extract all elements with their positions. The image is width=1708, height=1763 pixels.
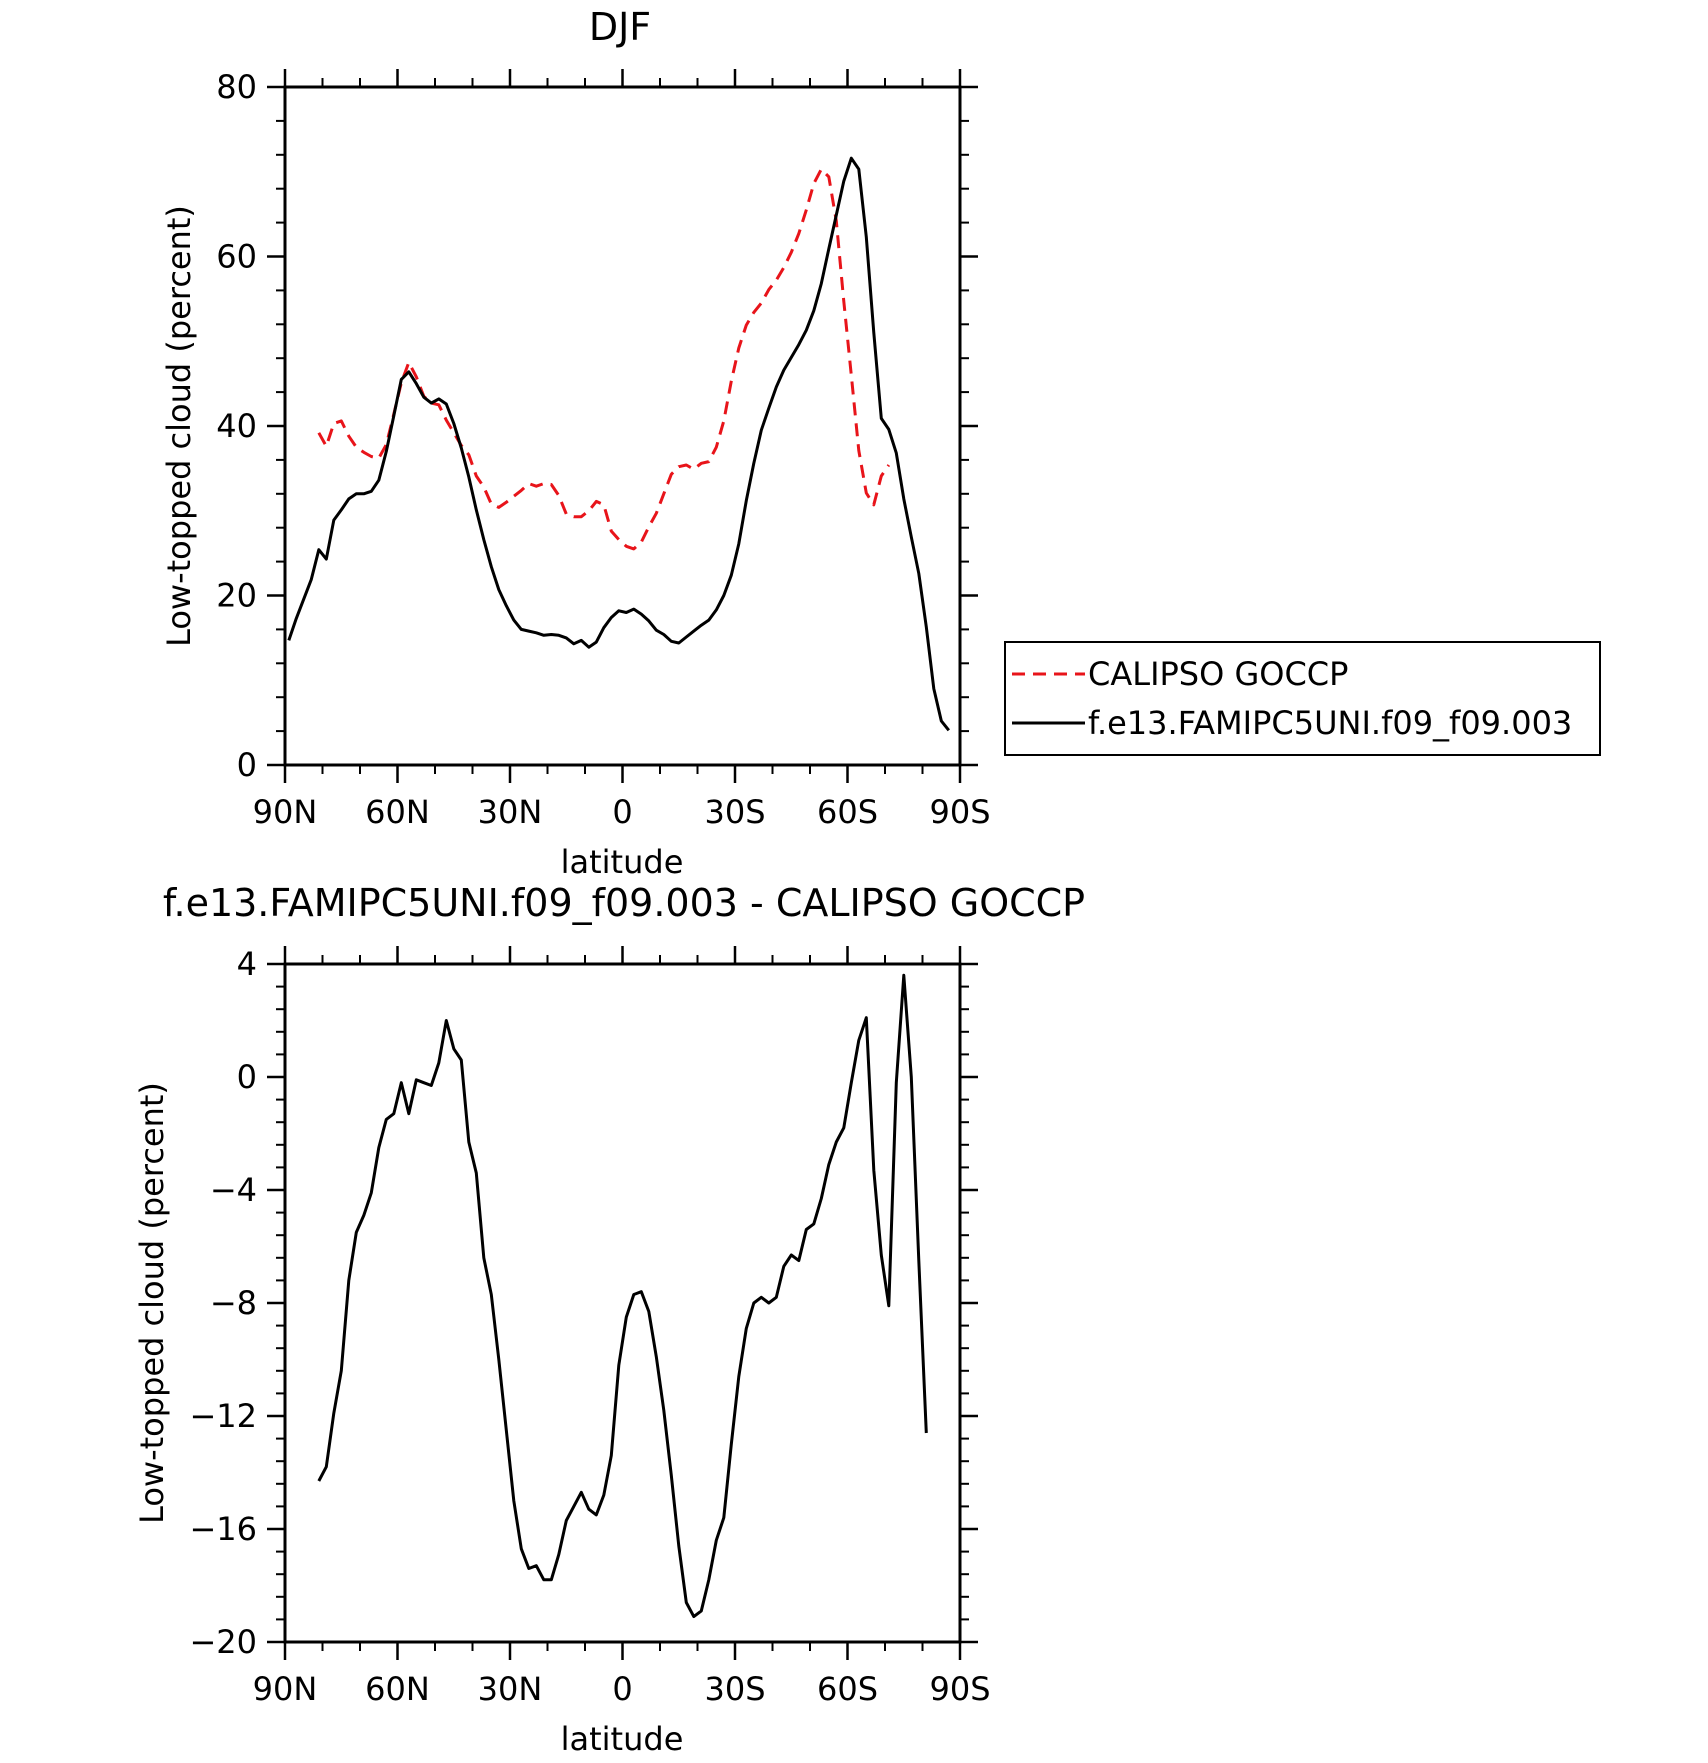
y-tick-label: 4 [237,945,257,983]
x-tick-label: 60N [365,1670,430,1708]
x-tick-label: 30N [478,1670,543,1708]
top-panel: DJF 0 20 40 60 80 90N 60N 30N 0 30S 60S 90S latitu… [160,5,1601,881]
bottom-plot-frame [283,962,962,1644]
series-line-f-e13-famipc5uni-f09-f09-003 [287,156,950,732]
bottom-panel: f.e13.FAMIPC5UNI.f09_f09.003 - CALIPSO G… [133,881,1085,1758]
x-tick-label: 0 [612,1670,632,1708]
top-y-tick-labels: 0 20 40 60 80 [216,68,257,784]
y-tick-label: −12 [189,1397,257,1435]
bottom-y-tick-labels: −20 −16 −12 −8 −4 0 4 [189,945,257,1661]
x-tick-label: 90N [253,793,318,831]
bottom-x-tick-labels: 90N 60N 30N 0 30S 60S 90S [253,1670,991,1708]
bottom-axis-ticks [267,946,978,1660]
legend-label-calipso: CALIPSO GOCCP [1088,655,1348,693]
y-tick-label: 60 [216,238,257,276]
legend: CALIPSO GOCCP f.e13.FAMIPC5UNI.f09_f09.0… [1004,641,1601,756]
top-y-axis-label: Low-topped cloud (percent) [160,205,198,647]
y-tick-label: −16 [189,1510,257,1548]
x-tick-label: 60S [817,1670,878,1708]
top-axis-ticks [267,69,978,783]
series-line-calipso-goccp [317,167,891,551]
bottom-series-group [317,973,928,1619]
x-tick-label: 0 [612,793,632,831]
x-tick-label: 90S [929,793,990,831]
top-chart-title: DJF [589,5,651,49]
bottom-y-axis-label: Low-topped cloud (percent) [133,1082,171,1524]
x-tick-label: 90N [253,1670,318,1708]
y-tick-label: −20 [189,1623,257,1661]
x-tick-label: 60S [817,793,878,831]
x-tick-label: 30N [478,793,543,831]
y-tick-label: 40 [216,407,257,445]
bottom-chart-title: f.e13.FAMIPC5UNI.f09_f09.003 - CALIPSO G… [163,881,1085,925]
y-tick-label: 20 [216,577,257,615]
legend-label-model: f.e13.FAMIPC5UNI.f09_f09.003 [1088,704,1572,742]
x-tick-label: 90S [929,1670,990,1708]
legend-box [1004,641,1601,756]
y-tick-label: −4 [210,1171,257,1209]
top-x-axis-label: latitude [561,843,684,881]
top-series-group [287,156,950,732]
top-plot-frame [283,85,962,767]
series-line-diff-0 [317,973,928,1619]
y-tick-label: 0 [237,1058,257,1096]
y-tick-label: −8 [210,1284,257,1322]
x-tick-label: 60N [365,793,430,831]
y-tick-label: 80 [216,68,257,106]
x-tick-label: 30S [704,793,765,831]
top-x-tick-labels: 90N 60N 30N 0 30S 60S 90S [253,793,991,831]
y-tick-label: 0 [237,746,257,784]
bottom-x-axis-label: latitude [561,1720,684,1758]
x-tick-label: 30S [704,1670,765,1708]
